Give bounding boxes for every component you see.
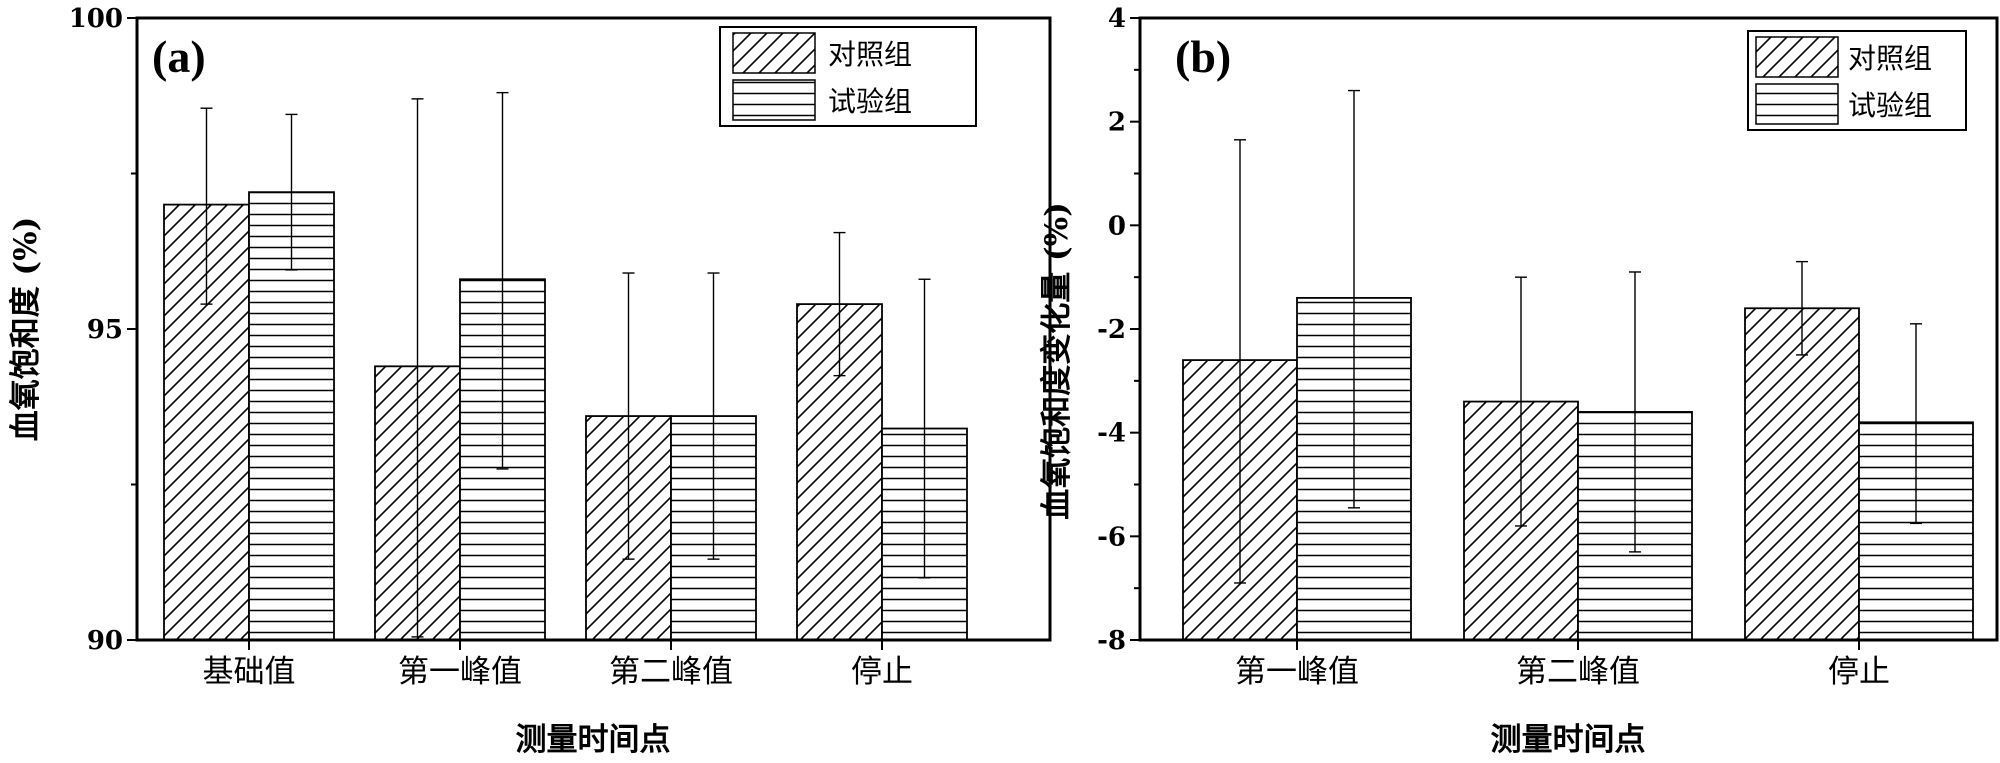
panel-a-y-axis-title: 血氧饱和度 (%)	[8, 217, 44, 442]
panel-b-y-axis-title: 血氧饱和度变化量 (%)	[1039, 202, 1075, 520]
panel-a-y-tick-label-2: 100	[69, 4, 123, 34]
panel-a-legend-swatch-control	[732, 32, 816, 74]
panel-b-axes: 第一峰值 第二峰值 停止 -8 -6 -4 -2 0 2 4	[1097, 4, 1890, 690]
panel-b-marks	[1182, 89, 1974, 641]
panel-a-x-tick-label-3: 停止	[851, 654, 913, 690]
panel-b-chart: 第一峰值 第二峰值 停止 -8 -6 -4 -2 0 2 4 (b) 测量时间点 血氧饱和度变化量…	[1039, 4, 1999, 758]
panel-a-legend: 对照组 试验组	[719, 26, 977, 127]
panel-a-marks	[163, 91, 968, 641]
panel-a-y-tick-label-1: 95	[87, 315, 123, 345]
panel-a-chart: 基础值 第一峰值 第二峰值 停止 90 95 100 (a) 测量时间点 血氧饱和度 (%)…	[8, 4, 1052, 758]
panel-b-y-tick-label-3: -2	[1097, 315, 1126, 345]
panel-a-x-tick-label-1: 第一峰值	[398, 654, 522, 690]
panel-a-x-axis-title: 测量时间点	[516, 722, 671, 758]
panel-a-legend-swatch-trial	[732, 79, 816, 121]
panel-b-y-tick-label-6: 4	[1108, 4, 1126, 34]
panel-b-x-tick-label-0: 第一峰值	[1235, 654, 1359, 690]
panel-a-y-tick-label-0: 90	[87, 626, 123, 656]
panel-b-y-tick-label-1: -6	[1097, 522, 1126, 552]
panel-a-label: (a)	[152, 31, 206, 82]
panel-a-axes: 基础值 第一峰值 第二峰值 停止 90 95 100	[69, 4, 913, 690]
panel-b-y-tick-label-0: -8	[1097, 626, 1126, 656]
panel-b-x-tick-label-2: 停止	[1828, 654, 1890, 690]
panel-b-x-tick-label-1: 第二峰值	[1516, 654, 1640, 690]
panel-b-legend-label-control: 对照组	[1848, 42, 1932, 75]
panel-b-y-tick-label-4: 0	[1108, 211, 1126, 241]
panel-a-x-tick-label-0: 基础值	[203, 654, 296, 690]
panel-b-x-axis-title: 测量时间点	[1491, 722, 1646, 758]
panel-b-y-tick-label-5: 2	[1108, 108, 1126, 138]
panel-a-legend-label-control: 对照组	[828, 38, 912, 71]
panel-b-y-tick-label-2: -4	[1097, 419, 1126, 449]
panel-b-legend: 对照组 试验组	[1747, 30, 1967, 131]
panel-b-bar-control-2	[1744, 307, 1860, 641]
panel-b-label: (b)	[1175, 31, 1231, 82]
panel-a-x-tick-label-2: 第二峰值	[609, 654, 733, 690]
panel-a-legend-label-trial: 试验组	[828, 85, 912, 118]
panel-b-legend-swatch-trial	[1755, 83, 1839, 125]
panel-b-legend-swatch-control	[1755, 36, 1839, 78]
panel-b-legend-label-trial: 试验组	[1848, 89, 1932, 122]
